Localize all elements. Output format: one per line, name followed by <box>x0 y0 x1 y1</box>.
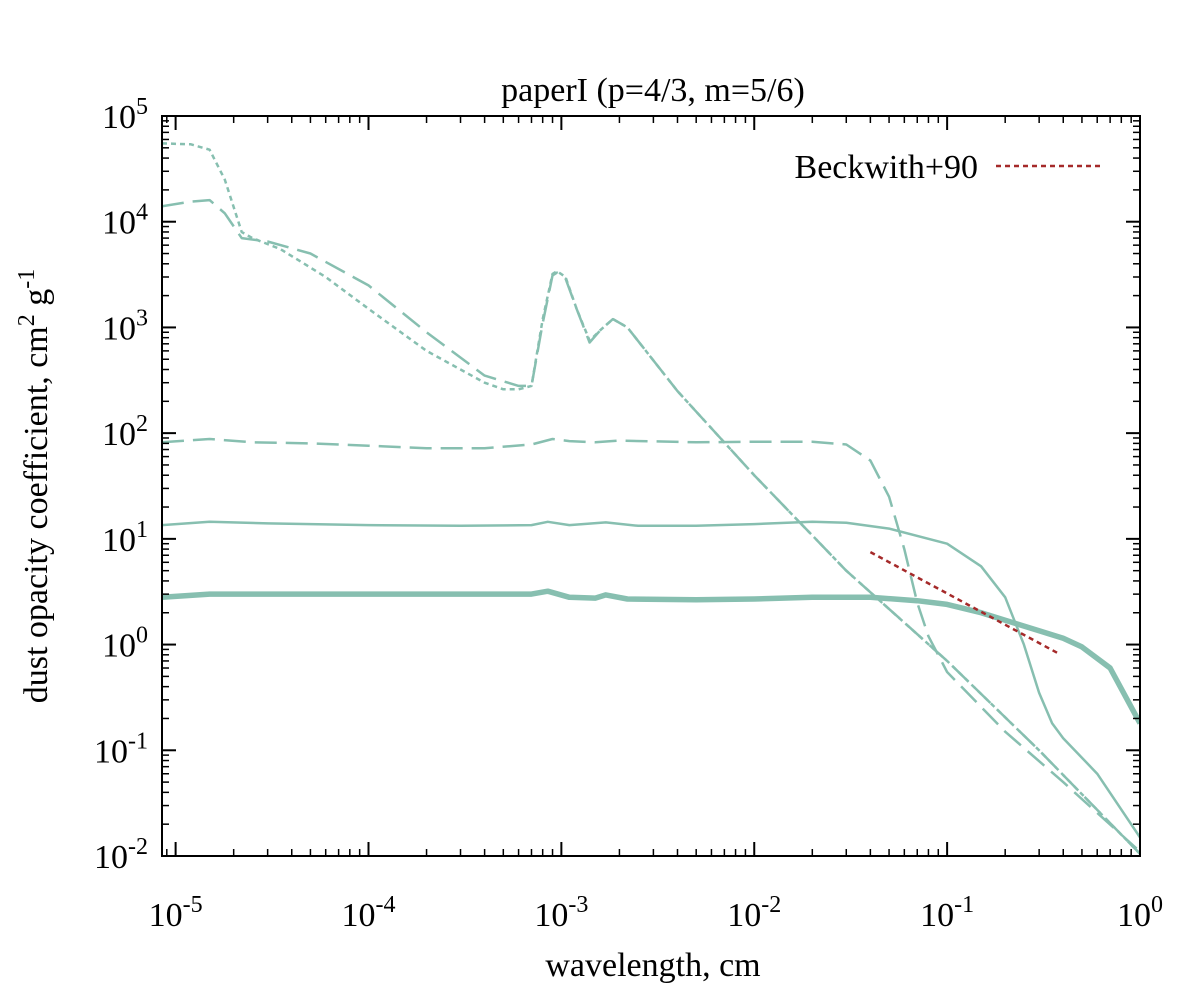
tick-label-layer: 10-5 10-4 10-3 10-2 10-1 10010510410310210110… <box>94 94 1163 934</box>
y-tick-base: 10 <box>102 310 136 347</box>
x-tick-exponent: -5 <box>183 892 203 918</box>
series-line-5 <box>162 588 1140 725</box>
series-line-4 <box>162 520 1140 839</box>
x-tick-base: 10 <box>727 897 761 934</box>
x-tick-exponent: -3 <box>568 892 588 918</box>
x-tick-label: 100 <box>1117 892 1163 934</box>
y-tick-exponent: 5 <box>136 94 148 120</box>
x-tick-exponent: -2 <box>761 892 781 918</box>
plot-frame <box>161 115 1141 857</box>
x-tick-base: 10 <box>534 897 568 934</box>
x-tick-label: 10-1 <box>920 892 974 934</box>
y-tick-label: 101 <box>102 517 148 559</box>
series-line-1 <box>162 142 1140 855</box>
x-tick-base: 10 <box>149 897 183 934</box>
y-tick-exponent: -2 <box>128 834 148 860</box>
y-tick-label: 102 <box>102 411 148 453</box>
y-tick-exponent: 4 <box>136 200 148 226</box>
y-tick-base: 10 <box>94 839 128 876</box>
y-axis-label-main: dust opacity coefficient, cm <box>18 326 55 703</box>
x-tick-exponent: -4 <box>375 892 395 918</box>
x-tick-exponent: 0 <box>1151 892 1163 918</box>
y-tick-exponent: 0 <box>136 623 148 649</box>
y-tick-base: 10 <box>94 733 128 770</box>
y-tick-base: 10 <box>102 522 136 559</box>
y-tick-label: 103 <box>102 305 148 347</box>
y-tick-base: 10 <box>102 99 136 136</box>
y-axis-label-power-g: -1 <box>14 269 40 289</box>
x-axis-label: wavelength, cm <box>545 947 760 984</box>
y-axis-label-power-cm: 2 <box>14 314 40 326</box>
y-tick-base: 10 <box>102 416 136 453</box>
y-tick-label: 10-1 <box>94 728 148 770</box>
series-line-3 <box>162 437 1140 853</box>
axes-layer <box>161 115 1141 857</box>
y-axis-label: dust opacity coefficient, cm2 g-1 <box>14 269 55 704</box>
y-tick-exponent: 2 <box>136 411 148 437</box>
y-axis-label-g: g <box>18 289 55 315</box>
y-tick-label: 104 <box>102 200 148 242</box>
x-tick-base: 10 <box>341 897 375 934</box>
x-tick-base: 10 <box>920 897 954 934</box>
x-tick-label: 10-5 <box>149 892 203 934</box>
series-line-2 <box>162 198 1140 855</box>
y-tick-label: 100 <box>102 623 148 665</box>
x-tick-label: 10-2 <box>727 892 781 934</box>
x-tick-label: 10-3 <box>534 892 588 934</box>
y-tick-exponent: -1 <box>128 728 148 754</box>
series-layer <box>162 142 1140 855</box>
y-tick-base: 10 <box>102 628 136 665</box>
series-line-beckwith <box>869 550 1060 655</box>
x-tick-exponent: -1 <box>954 892 974 918</box>
y-tick-label: 105 <box>102 94 148 136</box>
legend: Beckwith+90 <box>795 149 1102 186</box>
chart-title: paperI (p=4/3, m=5/6) <box>501 72 805 109</box>
legend-label-beckwith: Beckwith+90 <box>795 149 978 186</box>
x-tick-base: 10 <box>1117 897 1151 934</box>
y-tick-label: 10-2 <box>94 834 148 876</box>
x-tick-label: 10-4 <box>341 892 395 934</box>
y-tick-base: 10 <box>102 205 136 242</box>
y-tick-exponent: 1 <box>136 517 148 543</box>
y-tick-exponent: 3 <box>136 305 148 331</box>
